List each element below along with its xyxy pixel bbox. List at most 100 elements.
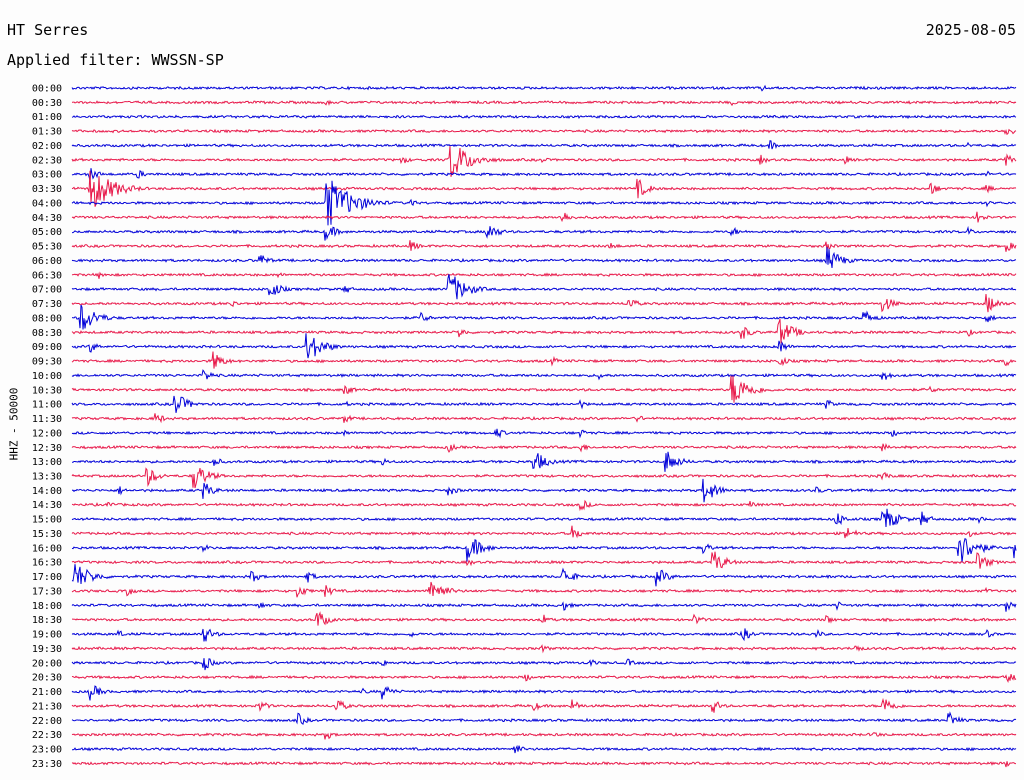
trace-line	[71, 467, 1017, 489]
row-time-label: 09:00	[32, 342, 62, 353]
row-time-label: 03:00	[32, 170, 62, 181]
row-time-label: 06:00	[32, 256, 62, 267]
row-time-label: 15:00	[32, 515, 62, 526]
trace-line	[71, 247, 1017, 268]
row-time-label: 02:30	[32, 155, 62, 166]
filter-label: Applied filter: WWSSN-SP	[7, 51, 224, 69]
row-time-label: 08:30	[32, 328, 62, 339]
trace-line	[71, 478, 1017, 503]
trace-line	[71, 375, 1017, 403]
trace-line	[71, 128, 1017, 136]
row-time-label: 20:00	[32, 658, 62, 669]
trace-line	[71, 674, 1017, 683]
trace-line	[71, 428, 1017, 439]
trace-line	[71, 225, 1017, 241]
trace-line	[71, 318, 1017, 344]
trace-line	[71, 99, 1017, 107]
row-time-label: 08:00	[32, 313, 62, 324]
row-time-label: 15:30	[32, 529, 62, 540]
trace-line	[71, 293, 1017, 313]
row-time-label: 05:30	[32, 242, 62, 253]
trace-line	[71, 731, 1017, 740]
row-time-label: 12:00	[32, 428, 62, 439]
row-time-label: 11:00	[32, 400, 62, 411]
trace-line	[71, 146, 1017, 177]
row-time-label: 07:30	[32, 299, 62, 310]
row-time-label: 10:00	[32, 371, 62, 382]
row-time-label: 18:30	[32, 615, 62, 626]
trace-line	[71, 274, 1017, 300]
row-time-label: 23:30	[32, 759, 62, 770]
row-time-label: 04:00	[32, 198, 62, 209]
row-time-label: 03:30	[32, 184, 62, 195]
row-time-label: 09:30	[32, 357, 62, 368]
trace-line	[71, 170, 1017, 207]
row-time-label: 01:00	[32, 112, 62, 123]
row-time-label: 12:30	[32, 443, 62, 454]
trace-line	[71, 551, 1017, 569]
trace-line	[71, 211, 1017, 223]
trace-line	[71, 611, 1017, 626]
trace-line	[71, 499, 1017, 512]
trace-line	[71, 333, 1017, 359]
trace-line	[71, 685, 1017, 701]
trace-line	[71, 395, 1017, 413]
row-time-label: 13:30	[32, 471, 62, 482]
row-time-label: 00:30	[32, 98, 62, 109]
row-time-label: 22:30	[32, 730, 62, 741]
row-time-label: 10:30	[32, 385, 62, 396]
trace-line	[71, 744, 1017, 754]
row-time-label: 07:00	[32, 285, 62, 296]
trace-line	[71, 761, 1017, 768]
row-time-label: 21:30	[32, 701, 62, 712]
trace-line	[71, 369, 1017, 381]
trace-line	[71, 351, 1017, 369]
trace-line	[71, 443, 1017, 453]
trace-line	[71, 537, 1017, 563]
row-time-label: 14:00	[32, 486, 62, 497]
row-time-label: 16:30	[32, 558, 62, 569]
trace-line	[71, 601, 1017, 612]
row-time-label: 17:30	[32, 586, 62, 597]
trace-line	[71, 180, 1017, 226]
trace-line	[71, 644, 1017, 654]
trace-line	[71, 564, 1017, 587]
row-time-label: 06:30	[32, 270, 62, 281]
trace-line	[71, 525, 1017, 539]
row-time-label: 22:00	[32, 716, 62, 727]
row-time-label: 11:30	[32, 414, 62, 425]
trace-line	[71, 168, 1017, 181]
row-time-label: 13:00	[32, 457, 62, 468]
date-label: 2025-08-05	[925, 21, 1016, 39]
trace-line	[71, 84, 1017, 92]
row-time-label: 20:30	[32, 673, 62, 684]
row-time-label: 19:00	[32, 630, 62, 641]
trace-line	[71, 711, 1017, 725]
trace-line	[71, 140, 1017, 150]
trace-line	[71, 271, 1017, 279]
row-time-label: 18:00	[32, 601, 62, 612]
row-time-label: 19:30	[32, 644, 62, 655]
row-time-label: 14:30	[32, 500, 62, 511]
trace-line	[71, 658, 1017, 671]
trace-line	[71, 508, 1017, 527]
trace-line	[71, 628, 1017, 642]
trace-line	[71, 697, 1017, 713]
row-time-label: 05:00	[32, 227, 62, 238]
row-time-label: 04:30	[32, 213, 62, 224]
row-time-label: 01:30	[32, 127, 62, 138]
trace-line	[71, 581, 1017, 598]
row-time-label: 16:00	[32, 543, 62, 554]
trace-line	[71, 413, 1017, 424]
row-time-label: 23:00	[32, 745, 62, 756]
row-time-label: 17:00	[32, 572, 62, 583]
row-time-label: 02:00	[32, 141, 62, 152]
trace-line	[71, 240, 1017, 252]
station-title: HT Serres	[7, 21, 89, 39]
trace-line	[71, 114, 1017, 120]
trace-line	[71, 451, 1017, 472]
row-time-label: 21:00	[32, 687, 62, 698]
trace-line	[71, 304, 1017, 330]
row-time-label: 00:00	[32, 84, 62, 95]
